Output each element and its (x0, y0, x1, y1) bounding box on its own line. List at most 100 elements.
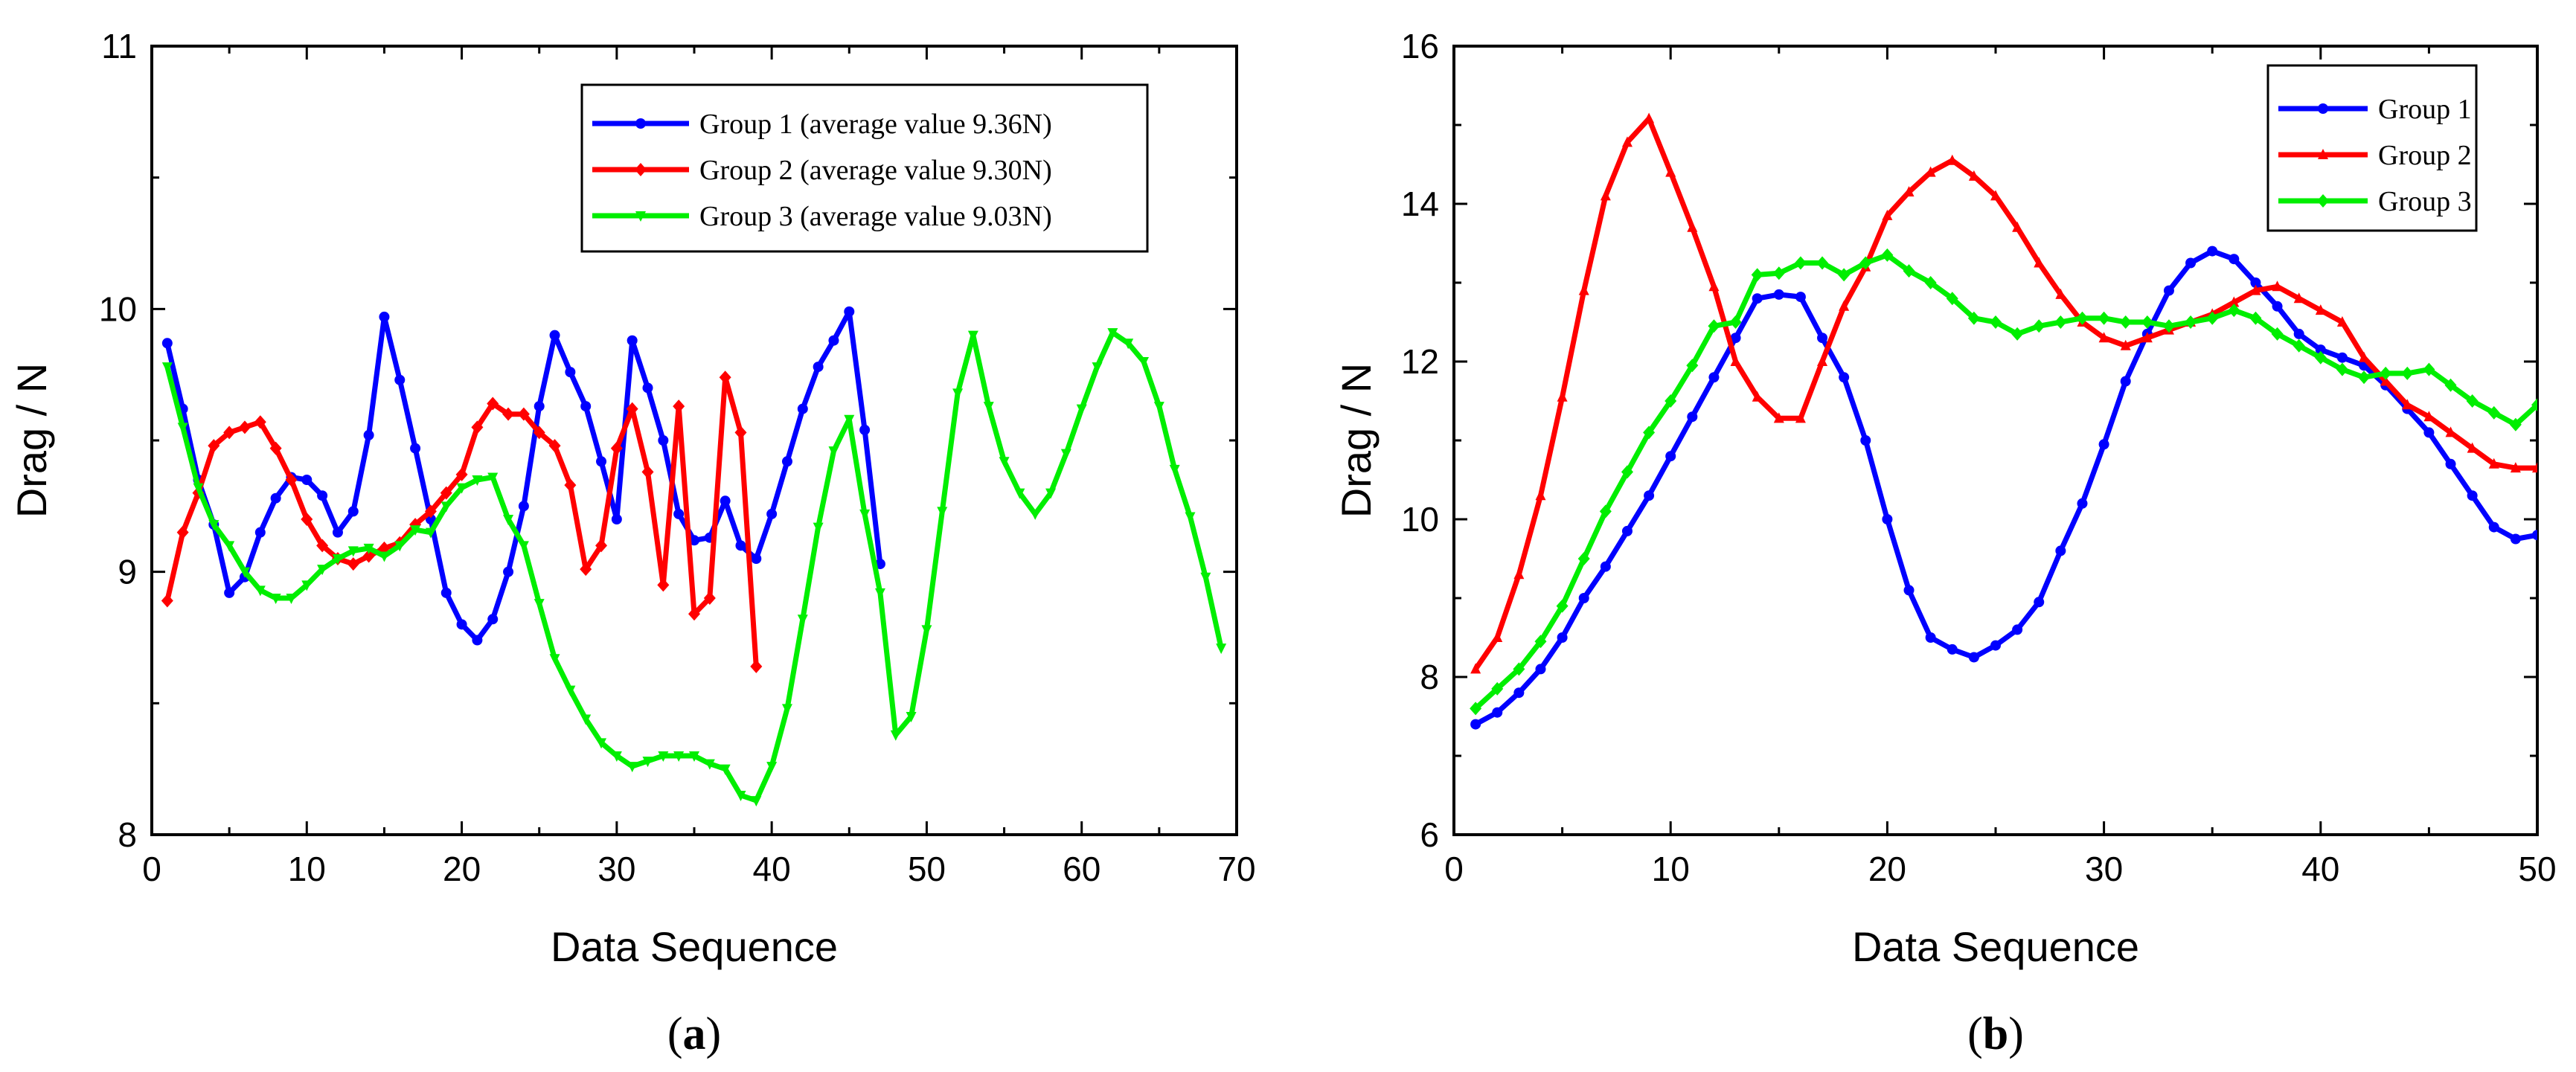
data-point (224, 587, 235, 598)
data-point (1860, 435, 1871, 446)
data-point (2401, 366, 2414, 380)
data-point (363, 543, 374, 554)
data-point (1968, 170, 1979, 181)
data-point (2510, 533, 2521, 545)
data-point (332, 554, 343, 565)
data-point (627, 335, 638, 346)
series-1 (1470, 245, 2537, 730)
data-point (424, 504, 437, 519)
data-point (472, 635, 483, 646)
data-point (952, 388, 964, 399)
data-point (394, 374, 406, 385)
data-point (363, 429, 374, 440)
data-point (580, 562, 592, 577)
data-point (657, 578, 670, 592)
data-point (1644, 490, 1655, 501)
data-point (301, 475, 313, 485)
data-point (1772, 266, 1785, 280)
data-point (1730, 356, 1741, 366)
data-point (2532, 462, 2537, 473)
data-point (1687, 411, 1698, 423)
data-point (440, 501, 452, 513)
data-point (610, 441, 623, 455)
data-point (595, 539, 608, 553)
data-point (1924, 276, 1937, 289)
data-point (1947, 643, 1958, 655)
data-point (2055, 288, 2066, 299)
data-point (1903, 264, 1915, 278)
data-point (487, 614, 499, 625)
data-point (1470, 663, 1481, 674)
data-point (1621, 136, 1633, 147)
legend: Group 1 Group 2 Group 3 (2266, 64, 2478, 232)
legend-label: Group 3 (2378, 186, 2472, 217)
data-point (1470, 702, 1482, 716)
data-point (1138, 357, 1150, 368)
data-point (332, 527, 343, 538)
data-point (2229, 254, 2240, 265)
data-point (1817, 356, 1828, 366)
data-point (1621, 525, 1633, 536)
data-point (735, 540, 746, 551)
data-point (2229, 296, 2240, 307)
data-point (750, 659, 763, 673)
data-point (270, 492, 281, 504)
data-point (2185, 257, 2197, 269)
data-point (890, 730, 901, 741)
data-point (270, 594, 281, 604)
data-point (735, 791, 746, 801)
data-point (1903, 186, 1915, 197)
data-point (2466, 394, 2479, 408)
data-point (703, 591, 716, 605)
x-tick-label: 40 (2301, 850, 2339, 888)
x-tick-label: 30 (2085, 850, 2123, 888)
data-point (425, 527, 436, 539)
data-point (1557, 391, 1568, 402)
series-2 (161, 370, 763, 673)
data-point (844, 306, 855, 317)
data-point (1687, 221, 1698, 232)
data-point (1730, 333, 1741, 344)
data-point (1708, 319, 1720, 333)
data-point (2141, 315, 2153, 329)
data-point (1968, 652, 1979, 663)
data-point (1123, 338, 1134, 350)
data-point (1578, 284, 1589, 295)
data-point (1492, 707, 1503, 718)
data-point (549, 654, 560, 665)
data-point (2488, 521, 2499, 533)
y-tick-label: 10 (1401, 500, 1439, 539)
data-point (1513, 662, 1525, 676)
data-point (487, 472, 499, 484)
data-point (673, 399, 685, 414)
data-point (1990, 190, 2001, 201)
data-point (2098, 332, 2109, 343)
data-point (828, 446, 839, 458)
data-point (797, 614, 808, 626)
y-tick-label: 10 (99, 289, 137, 328)
data-point (208, 439, 220, 453)
data-point (704, 759, 715, 770)
data-point (1600, 561, 1611, 572)
data-point (720, 495, 731, 507)
data-point (1577, 552, 1590, 565)
data-point (533, 426, 545, 440)
data-point (2532, 530, 2537, 541)
data-point (2076, 311, 2089, 325)
series-3 (1470, 248, 2537, 716)
x-tick-label: 10 (1652, 850, 1690, 888)
data-point (286, 594, 297, 604)
data-point (813, 522, 824, 533)
data-point (1839, 300, 1850, 311)
data-point (193, 483, 204, 494)
data-point (2445, 458, 2456, 469)
data-point (534, 599, 545, 610)
data-point (627, 762, 638, 773)
data-point (2163, 285, 2174, 296)
data-point (177, 423, 188, 434)
data-point (2077, 498, 2088, 509)
data-point (673, 508, 685, 519)
data-point (347, 546, 359, 557)
data-point (410, 443, 421, 454)
